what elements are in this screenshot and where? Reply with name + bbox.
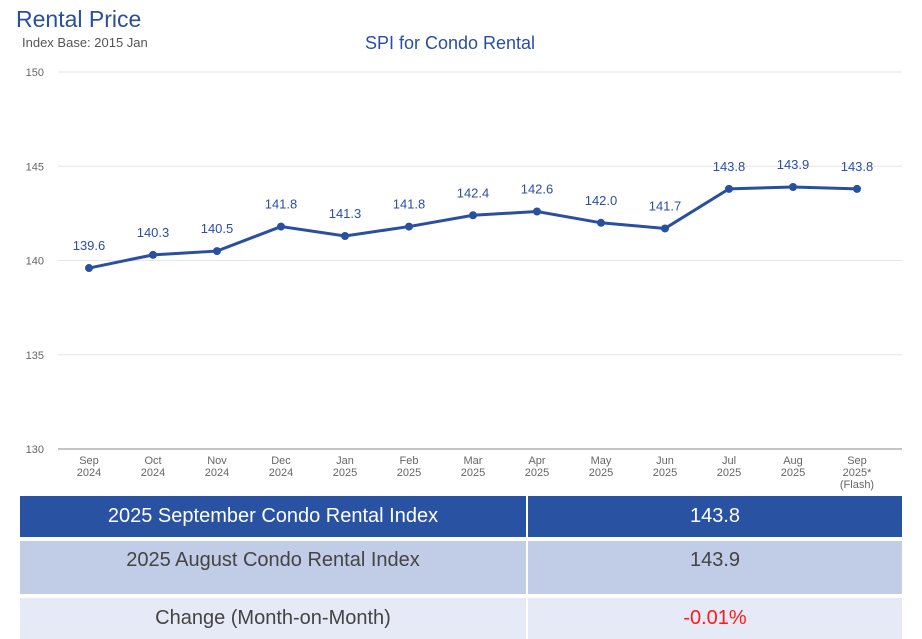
x-tick-label: 2025 (781, 467, 805, 479)
current-index-value: 143.8 (528, 496, 902, 537)
change-label: Change (Month-on-Month) (20, 598, 526, 639)
x-tick-label: Sep (847, 455, 867, 467)
x-tick-label: 2025 (525, 467, 549, 479)
y-tick-label: 150 (26, 67, 44, 79)
data-label: 143.8 (713, 159, 746, 174)
x-tick-label: 2025 (333, 467, 357, 479)
table-row-previous: 2025 August Condo Rental Index 143.9 (20, 541, 902, 594)
x-tick-label: 2025* (843, 467, 872, 479)
data-label: 140.5 (201, 221, 234, 236)
line-chart: 130135140145150Sep2024Oct2024Nov2024Dec2… (26, 67, 902, 491)
x-tick-label: Nov (207, 455, 227, 467)
chart-title: SPI for Condo Rental (364, 33, 536, 53)
data-label: 141.3 (329, 206, 362, 221)
x-tick-label: Aug (783, 455, 803, 467)
y-tick-label: 145 (26, 161, 44, 173)
y-tick-label: 140 (26, 256, 44, 268)
x-tick-label: (Flash) (840, 479, 874, 491)
x-tick-label: Sep (79, 455, 99, 467)
x-tick-label: Jun (656, 455, 674, 467)
y-tick-label: 130 (26, 444, 44, 456)
change-value: -0.01% (528, 598, 902, 639)
x-tick-label: Mar (464, 455, 483, 467)
data-point (85, 264, 93, 273)
data-point (789, 182, 797, 191)
data-point (213, 247, 221, 256)
x-tick-label: 2024 (205, 467, 229, 479)
previous-index-value: 143.9 (528, 541, 902, 594)
data-label: 141.8 (265, 197, 298, 212)
x-tick-label: Jan (336, 455, 354, 467)
data-label: 142.4 (457, 185, 490, 200)
x-tick-label: 2025 (397, 467, 421, 479)
data-label: 141.7 (649, 198, 682, 213)
x-tick-label: May (591, 455, 612, 467)
data-point (469, 211, 477, 220)
data-point (149, 250, 157, 259)
table-row-current: 2025 September Condo Rental Index 143.8 (20, 496, 902, 537)
data-label: 143.8 (841, 159, 874, 174)
data-label: 140.3 (137, 225, 170, 240)
x-tick-label: 2025 (461, 467, 485, 479)
y-tick-label: 135 (26, 350, 44, 362)
previous-index-label: 2025 August Condo Rental Index (20, 541, 526, 594)
data-point (533, 207, 541, 216)
x-tick-label: 2025 (717, 467, 741, 479)
data-point (661, 224, 669, 233)
data-point (725, 184, 733, 193)
data-label: 139.6 (73, 238, 106, 253)
data-label: 141.8 (393, 197, 426, 212)
x-tick-label: 2024 (141, 467, 165, 479)
index-base-subtitle: Index Base: 2015 Jan (22, 35, 148, 50)
x-tick-label: 2025 (653, 467, 677, 479)
x-tick-label: Apr (528, 455, 545, 467)
data-point (853, 184, 861, 193)
data-label: 143.9 (777, 157, 810, 172)
page-title: Rental Price (16, 6, 142, 32)
data-point (277, 222, 285, 231)
data-label: 142.6 (521, 181, 554, 196)
x-tick-label: Feb (400, 455, 419, 467)
x-tick-label: Dec (271, 455, 291, 467)
x-tick-label: 2024 (269, 467, 293, 479)
data-point (341, 231, 349, 240)
x-tick-label: Jul (722, 455, 736, 467)
data-point (405, 222, 413, 231)
table-row-change: Change (Month-on-Month) -0.01% (20, 598, 902, 639)
data-point (597, 218, 605, 227)
data-label: 142.0 (585, 193, 618, 208)
current-index-label: 2025 September Condo Rental Index (20, 496, 526, 537)
x-tick-label: 2025 (589, 467, 613, 479)
x-tick-label: 2024 (77, 467, 101, 479)
x-tick-label: Oct (144, 455, 161, 467)
